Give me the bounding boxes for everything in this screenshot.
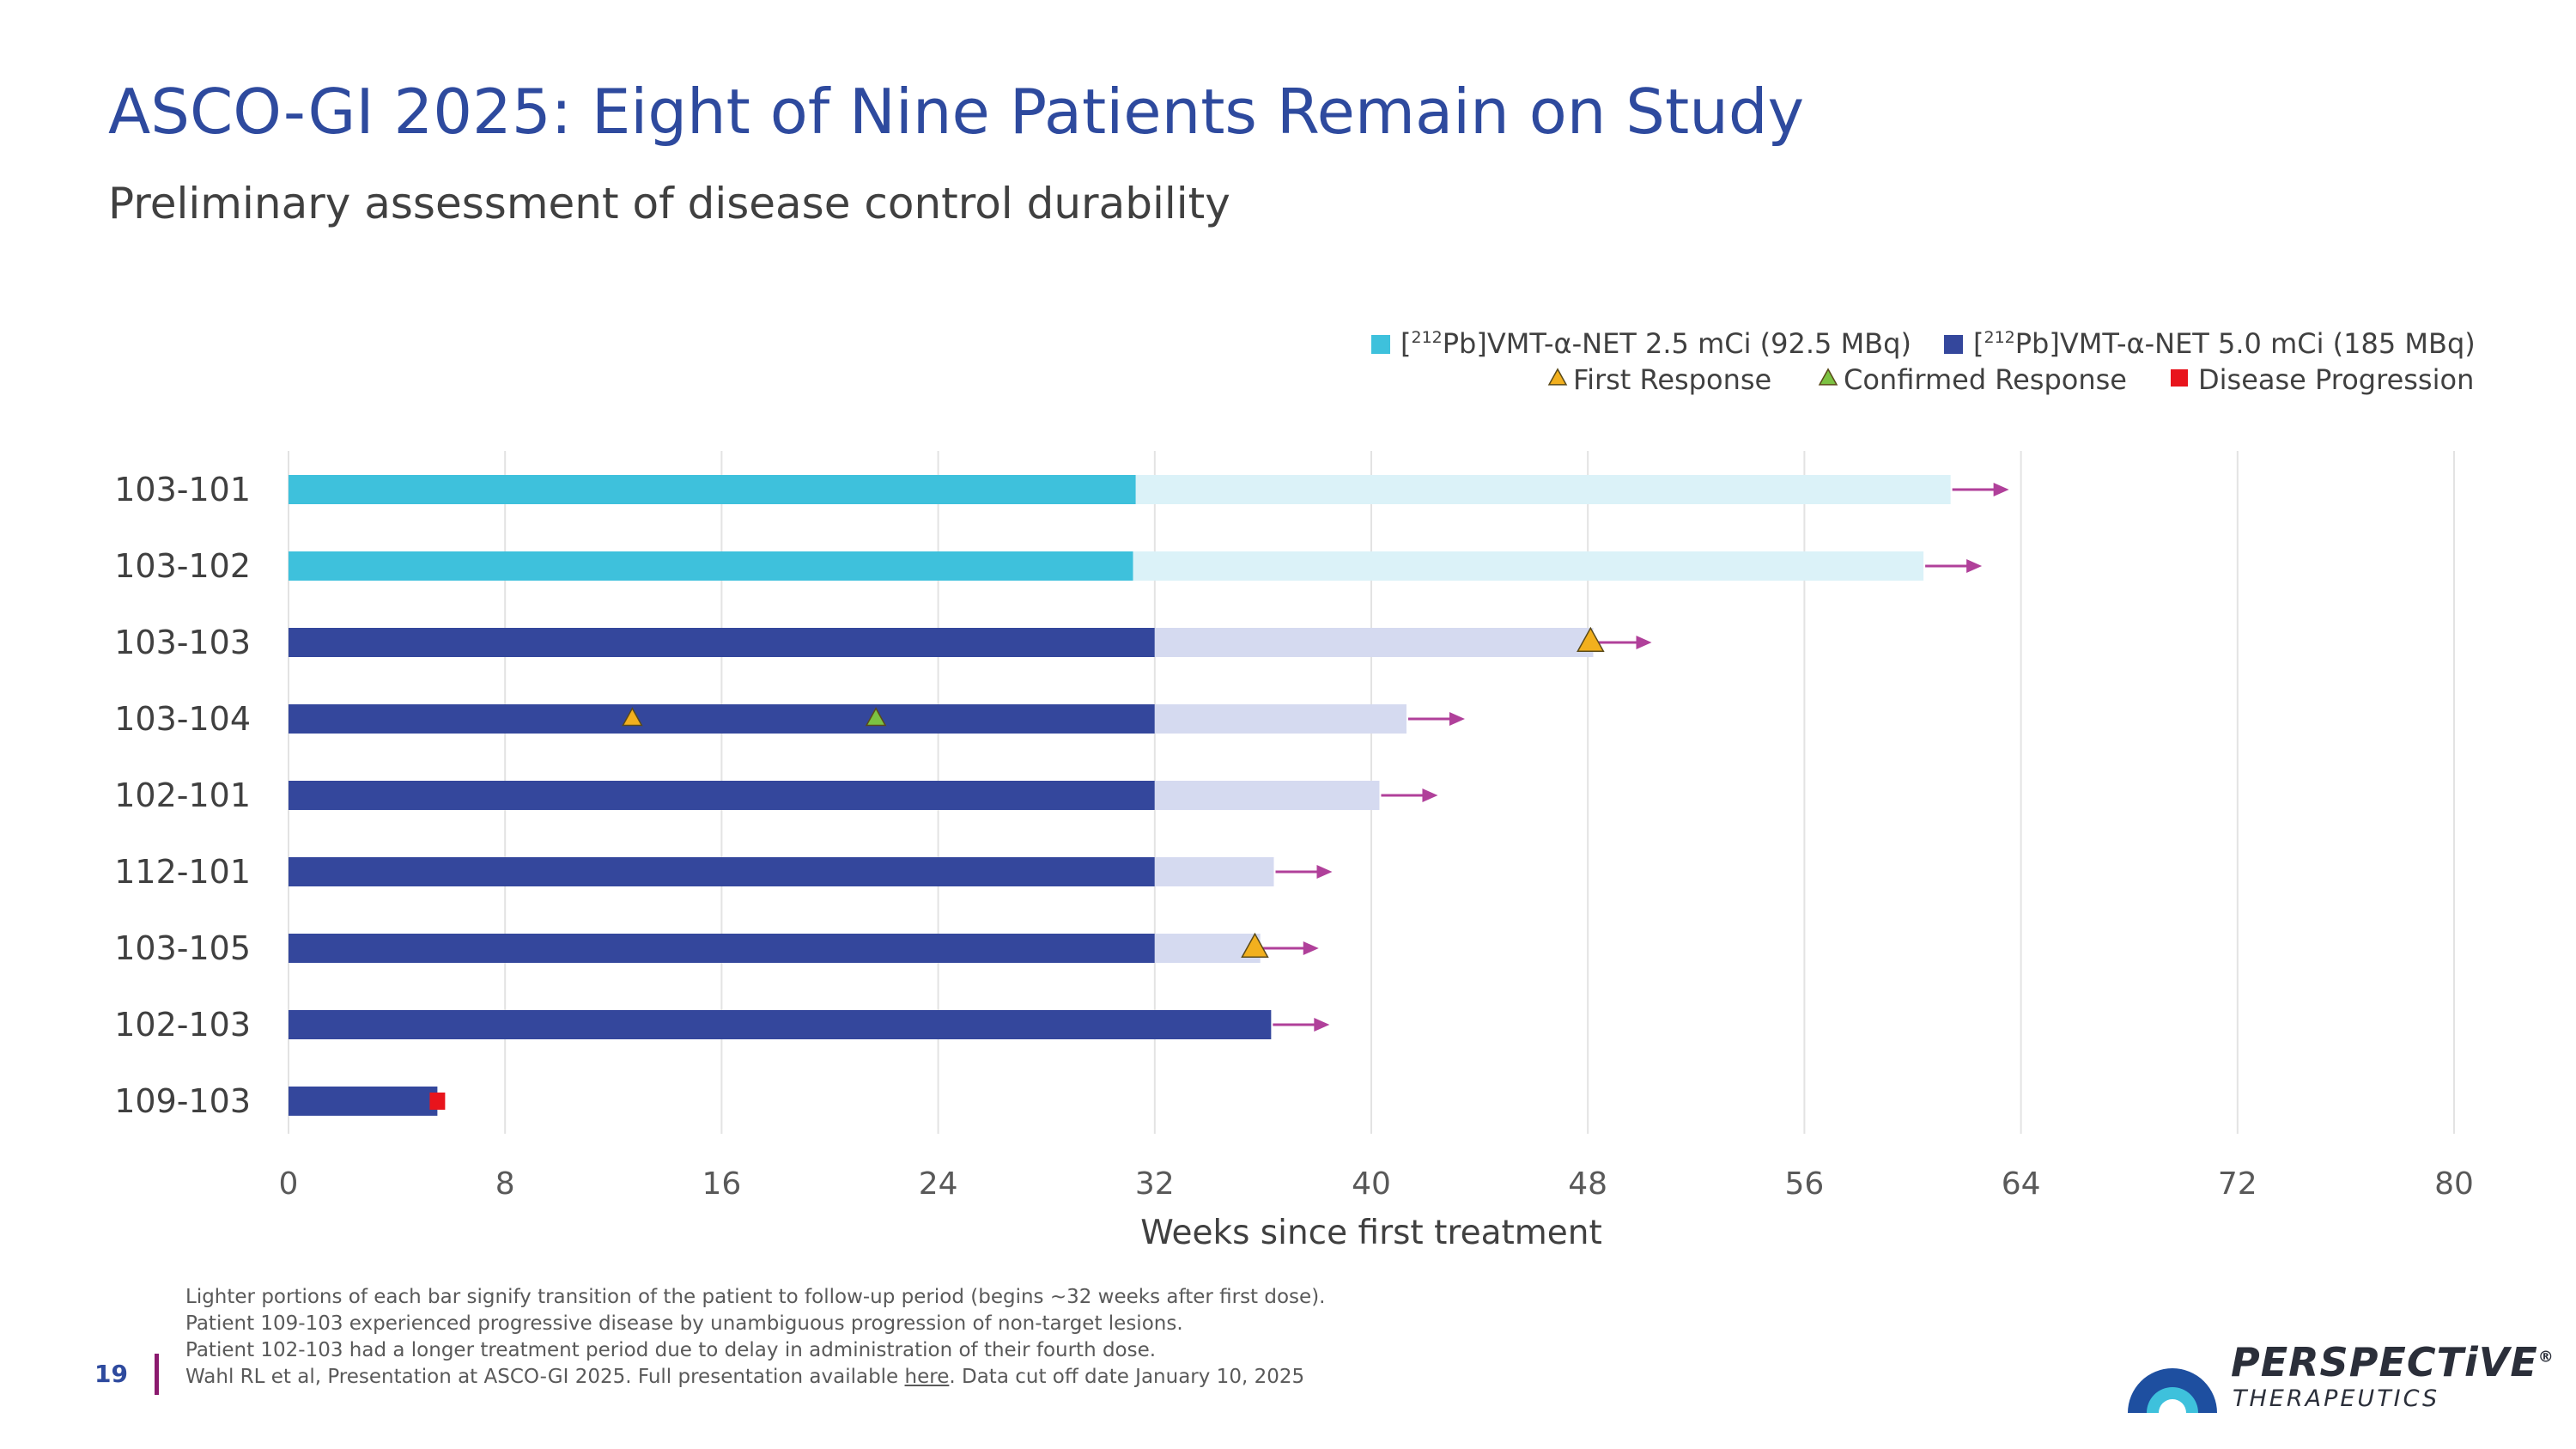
treatment-bar bbox=[289, 934, 1155, 963]
x-tick-label: 0 bbox=[279, 1166, 299, 1202]
treatment-bar bbox=[289, 1010, 1272, 1039]
footnote-3: Patient 102-103 had a longer treatment p… bbox=[185, 1339, 1157, 1361]
x-tick-label: 32 bbox=[1135, 1166, 1175, 1202]
legend-swatch-high bbox=[1944, 335, 1963, 354]
patient-label: 102-103 bbox=[114, 1006, 251, 1044]
treatment-bar bbox=[289, 1087, 438, 1116]
patient-label: 103-105 bbox=[114, 929, 251, 967]
x-tick-label: 72 bbox=[2218, 1166, 2257, 1202]
page-number-divider bbox=[155, 1354, 159, 1395]
patient-label: 103-103 bbox=[114, 624, 251, 661]
footnote-4-cutoff: . Data cut off date January 10, 2025 bbox=[949, 1366, 1305, 1388]
page-title: ASCO-GI 2025: Eight of Nine Patients Rem… bbox=[108, 76, 1805, 148]
ongoing-arrow-head bbox=[1422, 788, 1438, 802]
treatment-bar bbox=[289, 475, 1136, 504]
ongoing-arrow-head bbox=[1966, 559, 1983, 573]
x-tick-label: 40 bbox=[1352, 1166, 1391, 1202]
legend-progression-label: Disease Progression bbox=[2198, 363, 2474, 396]
legend-label-low: [212Pb]VMT-α-NET 2.5 mCi (92.5 MBq) bbox=[1400, 327, 1911, 360]
x-tick-label: 48 bbox=[1568, 1166, 1607, 1202]
patient-label: 102-101 bbox=[114, 776, 251, 814]
ongoing-arrow-head bbox=[1449, 712, 1465, 726]
followup-bar bbox=[1135, 475, 1951, 504]
treatment-bar bbox=[289, 551, 1133, 581]
perspective-logo-icon bbox=[2128, 1368, 2217, 1413]
followup-bar bbox=[1154, 781, 1380, 810]
patient-label: 112-101 bbox=[114, 853, 251, 891]
logo-wordmark: PERSPECTiVE® bbox=[2231, 1339, 2555, 1385]
patient-label: 103-102 bbox=[114, 547, 251, 585]
x-tick-label: 56 bbox=[1784, 1166, 1824, 1202]
x-tick-label: 80 bbox=[2434, 1166, 2474, 1202]
treatment-bar bbox=[289, 628, 1155, 657]
patient-label: 109-103 bbox=[114, 1082, 251, 1120]
x-tick-label: 16 bbox=[702, 1166, 741, 1202]
followup-bar bbox=[1154, 857, 1274, 886]
footnotes: Lighter portions of each bar signify tra… bbox=[185, 1284, 1325, 1391]
ongoing-arrow-head bbox=[1314, 1018, 1330, 1032]
first-response-marker bbox=[1577, 626, 1605, 653]
legend-confirmed-response-label: Confirmed Response bbox=[1844, 363, 2127, 396]
footnote-4: Wahl RL et al, Presentation at ASCO-GI 2… bbox=[185, 1364, 1325, 1391]
x-tick-label: 24 bbox=[919, 1166, 958, 1202]
swimmer-chart: 103-101 103-102 103-103 103-104 102-101 112-1… bbox=[114, 327, 2476, 1252]
followup-bar bbox=[1133, 551, 1924, 581]
treatment-bar bbox=[289, 857, 1155, 886]
followup-bar bbox=[1154, 628, 1594, 657]
legend-first-response-icon bbox=[1547, 368, 1568, 386]
treatment-bar bbox=[289, 704, 1155, 734]
legend-label-high: [212Pb]VMT-α-NET 5.0 mCi (185 MBq) bbox=[1973, 327, 2476, 360]
x-tick-label: 64 bbox=[2002, 1166, 2041, 1202]
footnote-4-text: Wahl RL et al, Presentation at ASCO-GI 2… bbox=[185, 1366, 905, 1388]
presentation-link[interactable]: here bbox=[904, 1366, 950, 1388]
patient-label: 103-101 bbox=[114, 471, 251, 508]
ongoing-arrow-head bbox=[1316, 865, 1333, 879]
company-logo: PERSPECTiVE® THERAPEUTICS bbox=[2121, 1327, 2554, 1422]
treatment-bar bbox=[289, 781, 1155, 810]
logo-tagline: THERAPEUTICS bbox=[2233, 1385, 2440, 1412]
first-response-marker bbox=[622, 707, 643, 727]
followup-bar bbox=[1154, 934, 1261, 963]
ongoing-arrow-head bbox=[1636, 636, 1652, 649]
legend-confirmed-response-icon bbox=[1818, 368, 1838, 386]
ongoing-arrow-head bbox=[1303, 941, 1319, 955]
footnote-2: Patient 109-103 experienced progressive … bbox=[185, 1312, 1183, 1335]
x-axis-label: Weeks since first treatment bbox=[1140, 1214, 1602, 1252]
legend-swatch-low bbox=[1371, 335, 1390, 354]
x-tick-label: 8 bbox=[495, 1166, 515, 1202]
first-response-marker bbox=[1241, 932, 1269, 959]
ongoing-arrow-head bbox=[1993, 483, 2009, 496]
page-number: 19 bbox=[94, 1360, 128, 1388]
confirmed-response-marker bbox=[865, 707, 887, 727]
patient-label: 103-104 bbox=[114, 700, 251, 738]
disease-progression-marker bbox=[429, 1093, 446, 1110]
legend-progression-icon bbox=[2171, 369, 2188, 387]
followup-bar bbox=[1154, 704, 1406, 734]
legend-first-response-label: First Response bbox=[1573, 363, 1771, 396]
page-subtitle: Preliminary assessment of disease contro… bbox=[108, 179, 1230, 228]
footnote-1: Lighter portions of each bar signify tra… bbox=[185, 1286, 1326, 1308]
